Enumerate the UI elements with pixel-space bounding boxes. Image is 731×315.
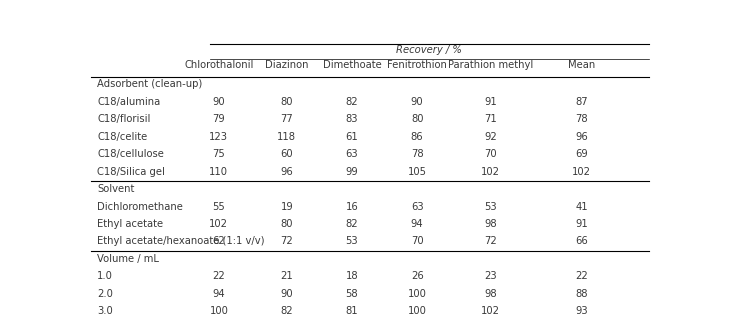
Text: 23: 23 [485, 272, 497, 281]
Text: Dichloromethane: Dichloromethane [97, 202, 183, 212]
Text: Fenitrothion: Fenitrothion [387, 60, 447, 70]
Text: C18/florisil: C18/florisil [97, 114, 151, 124]
Text: 58: 58 [346, 289, 358, 299]
Text: 94: 94 [411, 219, 423, 229]
Text: 61: 61 [346, 132, 358, 142]
Text: 86: 86 [411, 132, 423, 142]
Text: 21: 21 [281, 272, 293, 281]
Text: 79: 79 [213, 114, 225, 124]
Text: 18: 18 [346, 272, 358, 281]
Text: 22: 22 [575, 272, 588, 281]
Text: 90: 90 [281, 289, 293, 299]
Text: 82: 82 [346, 97, 358, 107]
Text: 102: 102 [481, 167, 500, 177]
Text: 82: 82 [281, 306, 293, 315]
Text: C18/celite: C18/celite [97, 132, 147, 142]
Text: 71: 71 [485, 114, 497, 124]
Text: Ethyl acetate/hexanoate (1:1 v/v): Ethyl acetate/hexanoate (1:1 v/v) [97, 237, 265, 246]
Text: 70: 70 [485, 149, 497, 159]
Text: 123: 123 [209, 132, 228, 142]
Text: 99: 99 [346, 167, 358, 177]
Text: 90: 90 [411, 97, 423, 107]
Text: Mean: Mean [568, 60, 595, 70]
Text: 72: 72 [485, 237, 497, 246]
Text: 118: 118 [277, 132, 296, 142]
Text: Solvent: Solvent [97, 184, 135, 194]
Text: 78: 78 [575, 114, 588, 124]
Text: 69: 69 [575, 149, 588, 159]
Text: C18/alumina: C18/alumina [97, 97, 160, 107]
Text: Volume / mL: Volume / mL [97, 254, 159, 264]
Text: 80: 80 [281, 219, 293, 229]
Text: Parathion methyl: Parathion methyl [448, 60, 534, 70]
Text: 80: 80 [411, 114, 423, 124]
Text: 53: 53 [485, 202, 497, 212]
Text: 2.0: 2.0 [97, 289, 113, 299]
Text: 102: 102 [572, 167, 591, 177]
Text: 41: 41 [575, 202, 588, 212]
Text: 3.0: 3.0 [97, 306, 113, 315]
Text: Adsorbent (clean-up): Adsorbent (clean-up) [97, 79, 202, 89]
Text: 82: 82 [346, 219, 358, 229]
Text: 62: 62 [213, 237, 225, 246]
Text: 83: 83 [346, 114, 358, 124]
Text: Chlorothalonil: Chlorothalonil [184, 60, 254, 70]
Text: 90: 90 [213, 97, 225, 107]
Text: 94: 94 [213, 289, 225, 299]
Text: 96: 96 [281, 167, 293, 177]
Text: 92: 92 [485, 132, 497, 142]
Text: 91: 91 [575, 219, 588, 229]
Text: 22: 22 [213, 272, 225, 281]
Text: Diazinon: Diazinon [265, 60, 308, 70]
Text: 105: 105 [408, 167, 427, 177]
Text: 63: 63 [411, 202, 423, 212]
Text: 87: 87 [575, 97, 588, 107]
Text: 66: 66 [575, 237, 588, 246]
Text: 60: 60 [281, 149, 293, 159]
Text: Ethyl acetate: Ethyl acetate [97, 219, 163, 229]
Text: Dimethoate: Dimethoate [322, 60, 382, 70]
Text: 98: 98 [485, 219, 497, 229]
Text: C18/Silica gel: C18/Silica gel [97, 167, 165, 177]
Text: 78: 78 [411, 149, 423, 159]
Text: 19: 19 [281, 202, 293, 212]
Text: 53: 53 [346, 237, 358, 246]
Text: 88: 88 [575, 289, 588, 299]
Text: 100: 100 [408, 289, 427, 299]
Text: 55: 55 [213, 202, 225, 212]
Text: 93: 93 [575, 306, 588, 315]
Text: 80: 80 [281, 97, 293, 107]
Text: 100: 100 [408, 306, 427, 315]
Text: Recovery / %: Recovery / % [395, 45, 461, 55]
Text: 63: 63 [346, 149, 358, 159]
Text: 96: 96 [575, 132, 588, 142]
Text: 75: 75 [213, 149, 225, 159]
Text: 1.0: 1.0 [97, 272, 113, 281]
Text: 102: 102 [481, 306, 500, 315]
Text: C18/cellulose: C18/cellulose [97, 149, 164, 159]
Text: 72: 72 [281, 237, 293, 246]
Text: 110: 110 [209, 167, 228, 177]
Text: 16: 16 [346, 202, 358, 212]
Text: 102: 102 [209, 219, 228, 229]
Text: 70: 70 [411, 237, 423, 246]
Text: 100: 100 [209, 306, 228, 315]
Text: 26: 26 [411, 272, 423, 281]
Text: 98: 98 [485, 289, 497, 299]
Text: 77: 77 [281, 114, 293, 124]
Text: 91: 91 [485, 97, 497, 107]
Text: 81: 81 [346, 306, 358, 315]
